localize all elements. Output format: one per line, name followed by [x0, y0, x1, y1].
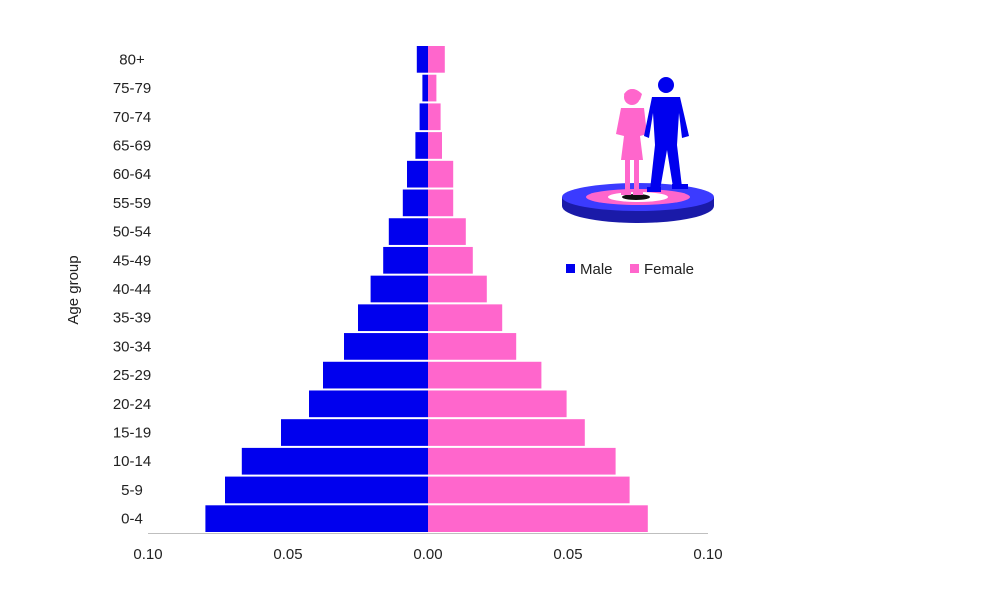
y-tick-label: 45-49	[113, 252, 151, 269]
bar-female-25-29	[428, 361, 542, 389]
bar-male-60-64	[407, 160, 428, 188]
y-tick-label: 55-59	[113, 195, 151, 212]
male-figure-icon	[644, 77, 689, 192]
bar-female-20-24	[428, 390, 567, 418]
bar-female-75-79	[428, 74, 437, 102]
y-tick-label: 10-14	[113, 453, 151, 470]
bar-male-35-39	[358, 304, 428, 332]
x-tick-label: 0.05	[273, 546, 302, 563]
x-tick-labels: 0.10 0.05 0.00 0.05 0.10	[133, 546, 722, 563]
bar-male-50-54	[388, 218, 428, 245]
y-tick-label: 5-9	[121, 482, 143, 499]
bar-male-20-24	[309, 390, 428, 418]
bar-male-40-44	[370, 275, 428, 303]
y-tick-label: 0-4	[121, 511, 143, 528]
bar-female-30-34	[428, 333, 517, 360]
bars-layer	[205, 46, 648, 532]
bar-female-15-19	[428, 419, 585, 446]
legend-label-male: Male	[580, 261, 613, 278]
bar-female-55-59	[428, 189, 454, 217]
bar-male-10-14	[241, 447, 428, 475]
bar-male-45-49	[383, 246, 428, 274]
bar-male-0-4	[205, 505, 428, 532]
y-tick-label: 50-54	[113, 224, 151, 241]
bar-male-30-34	[344, 333, 428, 360]
y-tick-labels: 80+ 75-79 70-74 65-69 60-64 55-59 50-54 45-49 40…	[113, 51, 151, 527]
bar-male-80+	[416, 46, 428, 73]
bar-male-25-29	[323, 361, 428, 389]
y-tick-label: 30-34	[113, 338, 151, 355]
y-axis-title: Age group	[65, 255, 82, 324]
legend: Male Female	[566, 261, 694, 278]
y-tick-label: 35-39	[113, 310, 151, 327]
y-tick-label: 40-44	[113, 281, 151, 298]
legend-swatch-male	[566, 264, 575, 273]
y-tick-label: 20-24	[113, 396, 151, 413]
x-tick-label: 0.05	[553, 546, 582, 563]
bar-female-40-44	[428, 275, 487, 303]
legend-label-female: Female	[644, 261, 694, 278]
bar-male-5-9	[225, 476, 428, 504]
female-figure-icon	[616, 89, 647, 195]
bar-male-70-74	[419, 103, 428, 131]
bar-male-15-19	[281, 419, 428, 446]
bar-female-60-64	[428, 160, 454, 188]
bar-male-75-79	[422, 74, 428, 102]
bar-female-0-4	[428, 505, 648, 532]
couple-on-platform-illustration	[562, 77, 714, 223]
bar-female-35-39	[428, 304, 503, 332]
bar-female-70-74	[428, 103, 441, 131]
bar-female-80+	[428, 46, 445, 73]
y-tick-label: 70-74	[113, 109, 151, 126]
bar-female-50-54	[428, 218, 466, 245]
bar-female-65-69	[428, 132, 442, 159]
legend-swatch-female	[630, 264, 639, 273]
y-tick-label: 25-29	[113, 367, 151, 384]
x-tick-label: 0.10	[133, 546, 162, 563]
y-tick-label: 60-64	[113, 166, 151, 183]
y-tick-label: 15-19	[113, 425, 151, 442]
bar-male-55-59	[402, 189, 428, 217]
bar-female-5-9	[428, 476, 630, 504]
x-tick-label: 0.00	[413, 546, 442, 563]
bar-female-10-14	[428, 447, 616, 475]
y-tick-label: 80+	[119, 51, 145, 68]
x-tick-label: 0.10	[693, 546, 722, 563]
bar-female-45-49	[428, 246, 473, 274]
y-tick-label: 75-79	[113, 80, 151, 97]
bar-male-65-69	[415, 132, 428, 159]
y-tick-label: 65-69	[113, 137, 151, 154]
